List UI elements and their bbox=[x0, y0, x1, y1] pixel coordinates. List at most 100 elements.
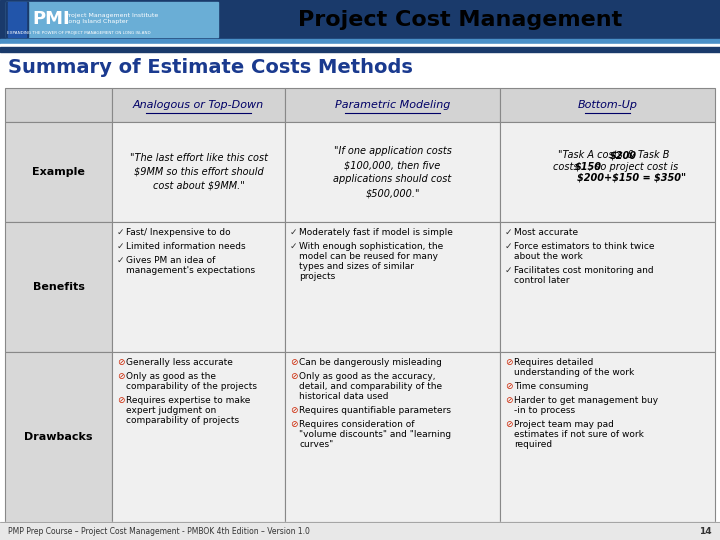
Text: ⊘: ⊘ bbox=[290, 406, 297, 415]
Text: ⊘: ⊘ bbox=[505, 420, 513, 429]
Text: ✓: ✓ bbox=[117, 242, 125, 251]
Bar bbox=[6, 2, 28, 37]
Text: Parametric Modeling: Parametric Modeling bbox=[335, 100, 450, 110]
Text: ✓: ✓ bbox=[505, 242, 513, 251]
Text: Most accurate: Most accurate bbox=[514, 228, 578, 237]
Text: Requires consideration of: Requires consideration of bbox=[299, 420, 415, 429]
Text: Only as good as the: Only as good as the bbox=[126, 372, 216, 381]
Bar bbox=[0, 39, 720, 44]
Text: & Task B: & Task B bbox=[624, 151, 670, 160]
Bar bbox=[112, 222, 285, 352]
Text: Long Island Chapter: Long Island Chapter bbox=[65, 19, 128, 24]
Text: Limited information needs: Limited information needs bbox=[126, 242, 246, 251]
Text: $200+$150 = $350": $200+$150 = $350" bbox=[577, 172, 685, 183]
Text: ⊘: ⊘ bbox=[290, 372, 297, 381]
Text: Requires quantifiable parameters: Requires quantifiable parameters bbox=[299, 406, 451, 415]
Text: ⊘: ⊘ bbox=[290, 420, 297, 429]
Bar bbox=[6, 2, 218, 37]
Text: Only as good as the accuracy,: Only as good as the accuracy, bbox=[299, 372, 436, 381]
Text: Benefits: Benefits bbox=[32, 282, 84, 292]
Text: PMP Prep Course – Project Cost Management - PMBOK 4th Edition – Version 1.0: PMP Prep Course – Project Cost Managemen… bbox=[8, 526, 310, 536]
Text: projects: projects bbox=[299, 272, 336, 281]
Text: 14: 14 bbox=[699, 526, 712, 536]
Bar bbox=[0, 522, 720, 540]
Bar bbox=[285, 222, 500, 352]
Text: ⊘: ⊘ bbox=[290, 358, 297, 367]
Text: ✓: ✓ bbox=[117, 256, 125, 265]
Text: Force estimators to think twice: Force estimators to think twice bbox=[514, 242, 654, 251]
Bar bbox=[112, 88, 285, 122]
Text: types and sizes of similar: types and sizes of similar bbox=[299, 262, 414, 271]
Bar bbox=[0, 0, 720, 40]
Bar bbox=[500, 122, 715, 222]
Text: detail, and comparability of the: detail, and comparability of the bbox=[299, 382, 442, 391]
Text: control later: control later bbox=[514, 276, 570, 285]
Bar bbox=[500, 222, 715, 352]
Text: understanding of the work: understanding of the work bbox=[514, 368, 634, 377]
Text: "volume discounts" and "learning: "volume discounts" and "learning bbox=[299, 430, 451, 439]
Text: Summary of Estimate Costs Methods: Summary of Estimate Costs Methods bbox=[8, 58, 413, 77]
Text: costs: costs bbox=[553, 161, 582, 172]
Bar bbox=[285, 88, 500, 122]
Text: With enough sophistication, the: With enough sophistication, the bbox=[299, 242, 444, 251]
Text: $150: $150 bbox=[575, 161, 602, 172]
Text: ⊘: ⊘ bbox=[505, 358, 513, 367]
Text: Moderately fast if model is simple: Moderately fast if model is simple bbox=[299, 228, 453, 237]
Text: -in to process: -in to process bbox=[514, 406, 575, 415]
Text: ✓: ✓ bbox=[505, 228, 513, 237]
Text: Harder to get management buy: Harder to get management buy bbox=[514, 396, 658, 405]
Text: Requires detailed: Requires detailed bbox=[514, 358, 593, 367]
Text: curves": curves" bbox=[299, 440, 333, 449]
Bar bbox=[500, 88, 715, 122]
Bar bbox=[285, 352, 500, 522]
Text: ⊘: ⊘ bbox=[505, 396, 513, 405]
Text: Example: Example bbox=[32, 167, 85, 177]
Text: Bottom-Up: Bottom-Up bbox=[577, 100, 637, 110]
Text: ⊘: ⊘ bbox=[117, 396, 125, 405]
Text: comparability of the projects: comparability of the projects bbox=[126, 382, 257, 391]
Text: PMI: PMI bbox=[32, 10, 70, 28]
Bar bbox=[5, 222, 112, 352]
Text: Project team may pad: Project team may pad bbox=[514, 420, 614, 429]
Bar bbox=[0, 47, 720, 52]
Text: ⊘: ⊘ bbox=[117, 372, 125, 381]
Bar bbox=[285, 122, 500, 222]
Text: ✓: ✓ bbox=[117, 228, 125, 237]
Bar bbox=[5, 88, 112, 122]
Text: ⊘: ⊘ bbox=[117, 358, 125, 367]
Text: Generally less accurate: Generally less accurate bbox=[126, 358, 233, 367]
Text: estimates if not sure of work: estimates if not sure of work bbox=[514, 430, 644, 439]
Text: comparability of projects: comparability of projects bbox=[126, 416, 239, 425]
Bar bbox=[8, 2, 26, 37]
Bar bbox=[112, 352, 285, 522]
Text: required: required bbox=[514, 440, 552, 449]
Text: ✓: ✓ bbox=[290, 242, 297, 251]
Text: , so project cost is: , so project cost is bbox=[589, 161, 678, 172]
Text: expert judgment on: expert judgment on bbox=[126, 406, 216, 415]
Text: Project Management Institute: Project Management Institute bbox=[65, 12, 158, 17]
Text: ⊘: ⊘ bbox=[505, 382, 513, 391]
Text: Drawbacks: Drawbacks bbox=[24, 432, 93, 442]
Text: historical data used: historical data used bbox=[299, 392, 389, 401]
Text: Time consuming: Time consuming bbox=[514, 382, 588, 391]
Text: EXPANDING THE POWER OF PROJECT MANAGEMENT ON LONG ISLAND: EXPANDING THE POWER OF PROJECT MANAGEMEN… bbox=[7, 31, 150, 35]
Text: Gives PM an idea of: Gives PM an idea of bbox=[126, 256, 215, 265]
Text: about the work: about the work bbox=[514, 252, 582, 261]
Text: Fast/ Inexpensive to do: Fast/ Inexpensive to do bbox=[126, 228, 230, 237]
Text: ✓: ✓ bbox=[505, 266, 513, 275]
Text: $200: $200 bbox=[609, 151, 636, 160]
Bar bbox=[112, 122, 285, 222]
Text: "The last effort like this cost
$9MM so this effort should
cost about $9MM.": "The last effort like this cost $9MM so … bbox=[130, 153, 268, 191]
Text: Requires expertise to make: Requires expertise to make bbox=[126, 396, 251, 405]
Text: Facilitates cost monitoring and: Facilitates cost monitoring and bbox=[514, 266, 654, 275]
Text: Can be dangerously misleading: Can be dangerously misleading bbox=[299, 358, 442, 367]
Text: "If one application costs
$100,000, then five
applications should cost
$500,000.: "If one application costs $100,000, then… bbox=[333, 146, 451, 198]
Text: Analogous or Top-Down: Analogous or Top-Down bbox=[133, 100, 264, 110]
Text: management's expectations: management's expectations bbox=[126, 266, 255, 275]
Bar bbox=[5, 122, 112, 222]
Text: Project Cost Management: Project Cost Management bbox=[298, 10, 622, 30]
Bar bbox=[5, 352, 112, 522]
Text: "Task A costs: "Task A costs bbox=[559, 151, 626, 160]
Text: model can be reused for many: model can be reused for many bbox=[299, 252, 438, 261]
Text: ✓: ✓ bbox=[290, 228, 297, 237]
